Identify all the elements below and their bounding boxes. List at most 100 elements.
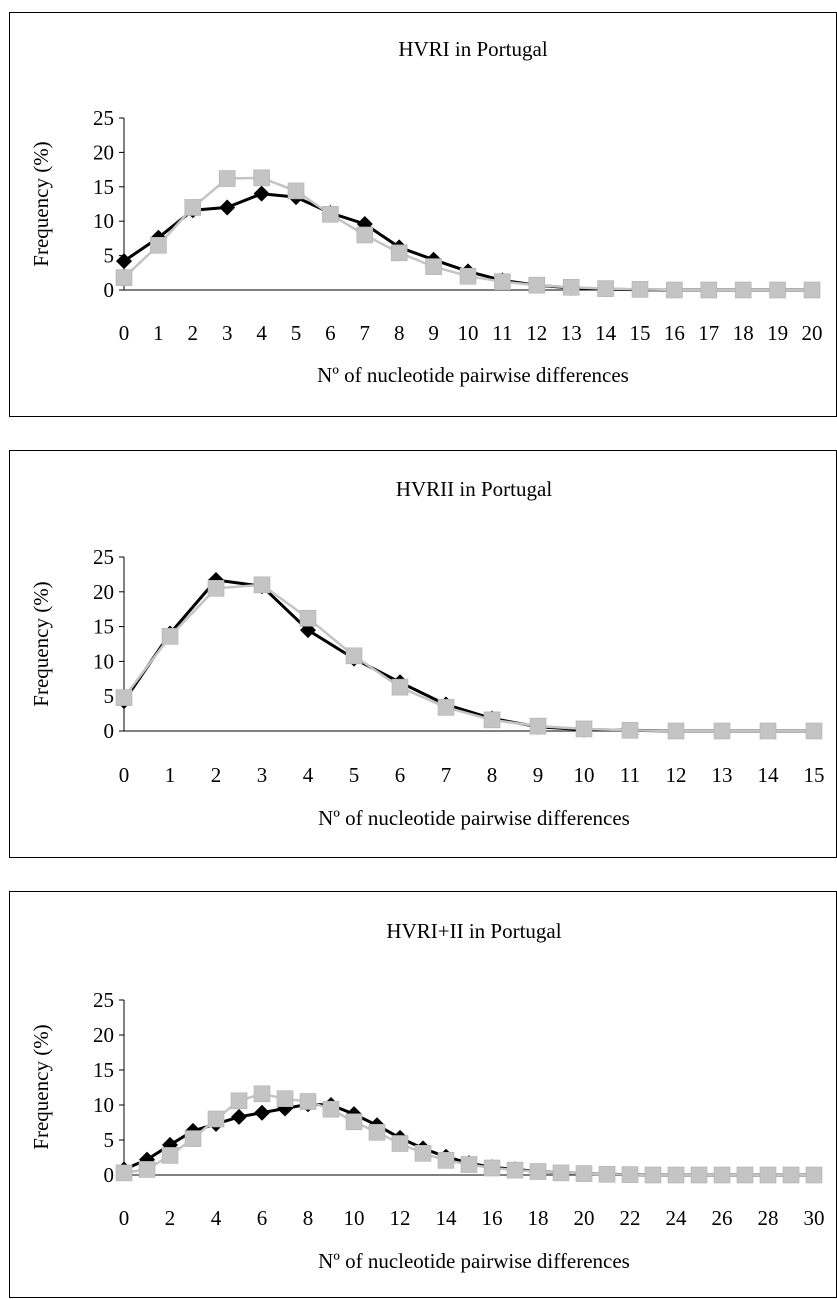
data-point-series-2 [391, 1135, 409, 1152]
x-tick-label: 12 [666, 763, 687, 787]
x-tick-label: 2 [188, 321, 199, 345]
x-tick-label: 9 [428, 321, 439, 345]
data-point-series-2 [734, 281, 752, 299]
data-point-series-2 [759, 722, 777, 740]
x-tick-label: 11 [492, 321, 512, 345]
y-tick-label: 25 [93, 988, 114, 1012]
data-point-series-2 [459, 267, 477, 285]
x-tick-label: 10 [574, 763, 595, 787]
chart-panel-hvri-ii: HVRI+II in Portugal 0 5 10 15 20 25 0 2 4 6 8 10 12 14… [9, 891, 837, 1298]
data-point-series-2 [528, 276, 546, 294]
data-point-series-2 [287, 182, 305, 200]
x-tick-label: 30 [804, 1206, 825, 1230]
data-point-series-2 [644, 1166, 662, 1184]
y-tick-label: 25 [93, 106, 114, 130]
y-tick-label: 25 [93, 545, 114, 569]
y-tick-label: 0 [104, 278, 115, 302]
data-point-series-2 [575, 720, 593, 738]
data-point-series-2 [713, 722, 731, 740]
data-point-series-2 [218, 170, 236, 187]
data-point-series-2 [150, 236, 167, 254]
y-tick-label: 15 [93, 1058, 114, 1082]
x-tick-label: 14 [595, 321, 617, 345]
x-tick-label: 7 [360, 321, 371, 345]
data-point-series-2 [700, 281, 718, 299]
data-point-series-2 [207, 1110, 225, 1128]
y-tick-label: 5 [104, 244, 115, 268]
x-tick-label: 10 [344, 1206, 365, 1230]
y-tick-label: 15 [93, 175, 114, 199]
chart-panel-hvrii: HVRII in Portugal 0 5 10 15 20 25 0 1 2 3 4 5 6 7 8 9 10 1… [9, 450, 837, 858]
data-point-series-1 [219, 199, 236, 216]
data-point-series-2 [805, 722, 823, 740]
x-tick-label: 26 [712, 1206, 733, 1230]
x-axis-label: Nº of nucleotide pairwise differences [317, 363, 629, 387]
series-line-1 [122, 578, 814, 733]
data-point-series-2 [494, 273, 511, 291]
data-point-series-2 [597, 280, 614, 297]
data-point-series-2 [115, 269, 133, 286]
data-point-series-2 [115, 689, 133, 706]
data-point-series-2 [368, 1124, 386, 1141]
data-point-series-2 [299, 609, 317, 627]
x-tick-label: 1 [165, 763, 176, 787]
y-tick-label: 10 [93, 1093, 114, 1117]
x-tick-label: 7 [441, 763, 452, 787]
data-point-series-2 [230, 1092, 248, 1110]
data-point-series-1 [116, 253, 132, 270]
series-line-2 [123, 583, 814, 733]
x-tick-label: 9 [533, 763, 544, 787]
x-tick-label: 6 [257, 1206, 268, 1230]
x-axis-label: Nº of nucleotide pairwise differences [318, 806, 630, 830]
data-point-series-1 [254, 1104, 270, 1121]
y-tick-label: 20 [93, 580, 114, 604]
x-tick-label: 15 [630, 321, 651, 345]
y-tick-label: 10 [93, 649, 114, 673]
x-tick-label: 17 [698, 321, 719, 345]
x-tick-label: 28 [758, 1206, 779, 1230]
data-point-series-2 [138, 1161, 156, 1178]
data-point-series-2 [207, 580, 225, 597]
data-point-series-2 [666, 281, 683, 299]
x-tick-label: 4 [256, 321, 267, 345]
data-point-series-2 [391, 678, 409, 696]
data-point-series-2 [529, 1163, 547, 1180]
data-point-series-2 [115, 1164, 133, 1182]
x-tick-label: 0 [119, 1206, 130, 1230]
data-point-series-2 [425, 258, 442, 275]
x-tick-label: 15 [804, 763, 825, 787]
data-point-series-2 [253, 169, 270, 187]
y-axis-label: Frequency (%) [29, 581, 53, 706]
data-point-series-2 [322, 1100, 340, 1118]
x-tick-label: 1 [153, 321, 164, 345]
data-point-series-2 [322, 206, 339, 223]
chart-title: HVRI+II in Portugal [386, 919, 561, 943]
data-point-series-2 [483, 711, 501, 729]
data-point-series-2 [437, 1151, 455, 1169]
x-tick-label: 8 [487, 763, 498, 787]
data-point-series-2 [769, 281, 786, 299]
data-point-series-2 [460, 1156, 478, 1173]
chart-title: HVRI in Portugal [398, 37, 547, 61]
x-tick-label: 2 [211, 763, 222, 787]
data-point-series-2 [345, 1113, 363, 1131]
data-point-series-2 [782, 1166, 800, 1184]
x-tick-label: 6 [395, 763, 406, 787]
data-point-series-2 [414, 1145, 432, 1162]
x-tick-label: 14 [436, 1206, 458, 1230]
data-point-series-2 [562, 278, 580, 296]
y-tick-label: 5 [104, 1128, 115, 1152]
data-point-series-2 [483, 1159, 501, 1177]
data-point-series-2 [803, 281, 821, 299]
y-tick-label: 20 [93, 1023, 114, 1047]
x-tick-label: 3 [222, 321, 233, 345]
x-tick-label: 8 [394, 321, 405, 345]
y-axis-label: Frequency (%) [29, 1024, 53, 1149]
x-tick-label: 5 [291, 321, 302, 345]
data-point-series-2 [437, 699, 455, 716]
y-tick-label: 0 [104, 719, 115, 743]
data-point-series-2 [621, 722, 639, 739]
data-point-series-2 [161, 1147, 179, 1164]
